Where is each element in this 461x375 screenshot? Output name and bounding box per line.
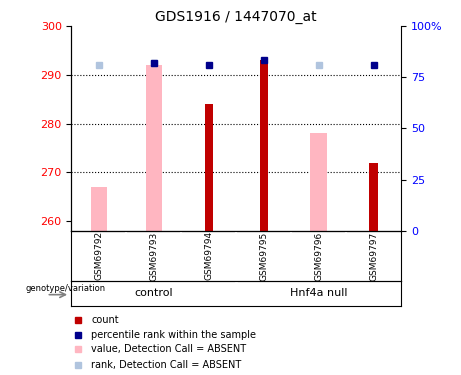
Text: percentile rank within the sample: percentile rank within the sample [91, 330, 256, 339]
Text: GSM69793: GSM69793 [149, 231, 159, 280]
Bar [369, 162, 378, 231]
Text: Hnf4a null: Hnf4a null [290, 288, 348, 298]
Text: GSM69797: GSM69797 [369, 231, 378, 280]
Text: count: count [91, 315, 119, 325]
Bar [205, 104, 213, 231]
Text: GSM69796: GSM69796 [314, 231, 323, 280]
Text: value, Detection Call = ABSENT: value, Detection Call = ABSENT [91, 344, 246, 354]
Bar [260, 60, 268, 231]
Text: control: control [135, 288, 173, 298]
Text: GSM69795: GSM69795 [259, 231, 268, 280]
Title: GDS1916 / 1447070_at: GDS1916 / 1447070_at [155, 10, 317, 24]
Text: GSM69794: GSM69794 [204, 231, 213, 280]
Text: rank, Detection Call = ABSENT: rank, Detection Call = ABSENT [91, 360, 242, 370]
Text: genotype/variation: genotype/variation [25, 284, 105, 292]
Bar [310, 133, 327, 231]
Text: GSM69792: GSM69792 [95, 231, 103, 280]
Bar [146, 65, 162, 231]
Bar [91, 187, 107, 231]
